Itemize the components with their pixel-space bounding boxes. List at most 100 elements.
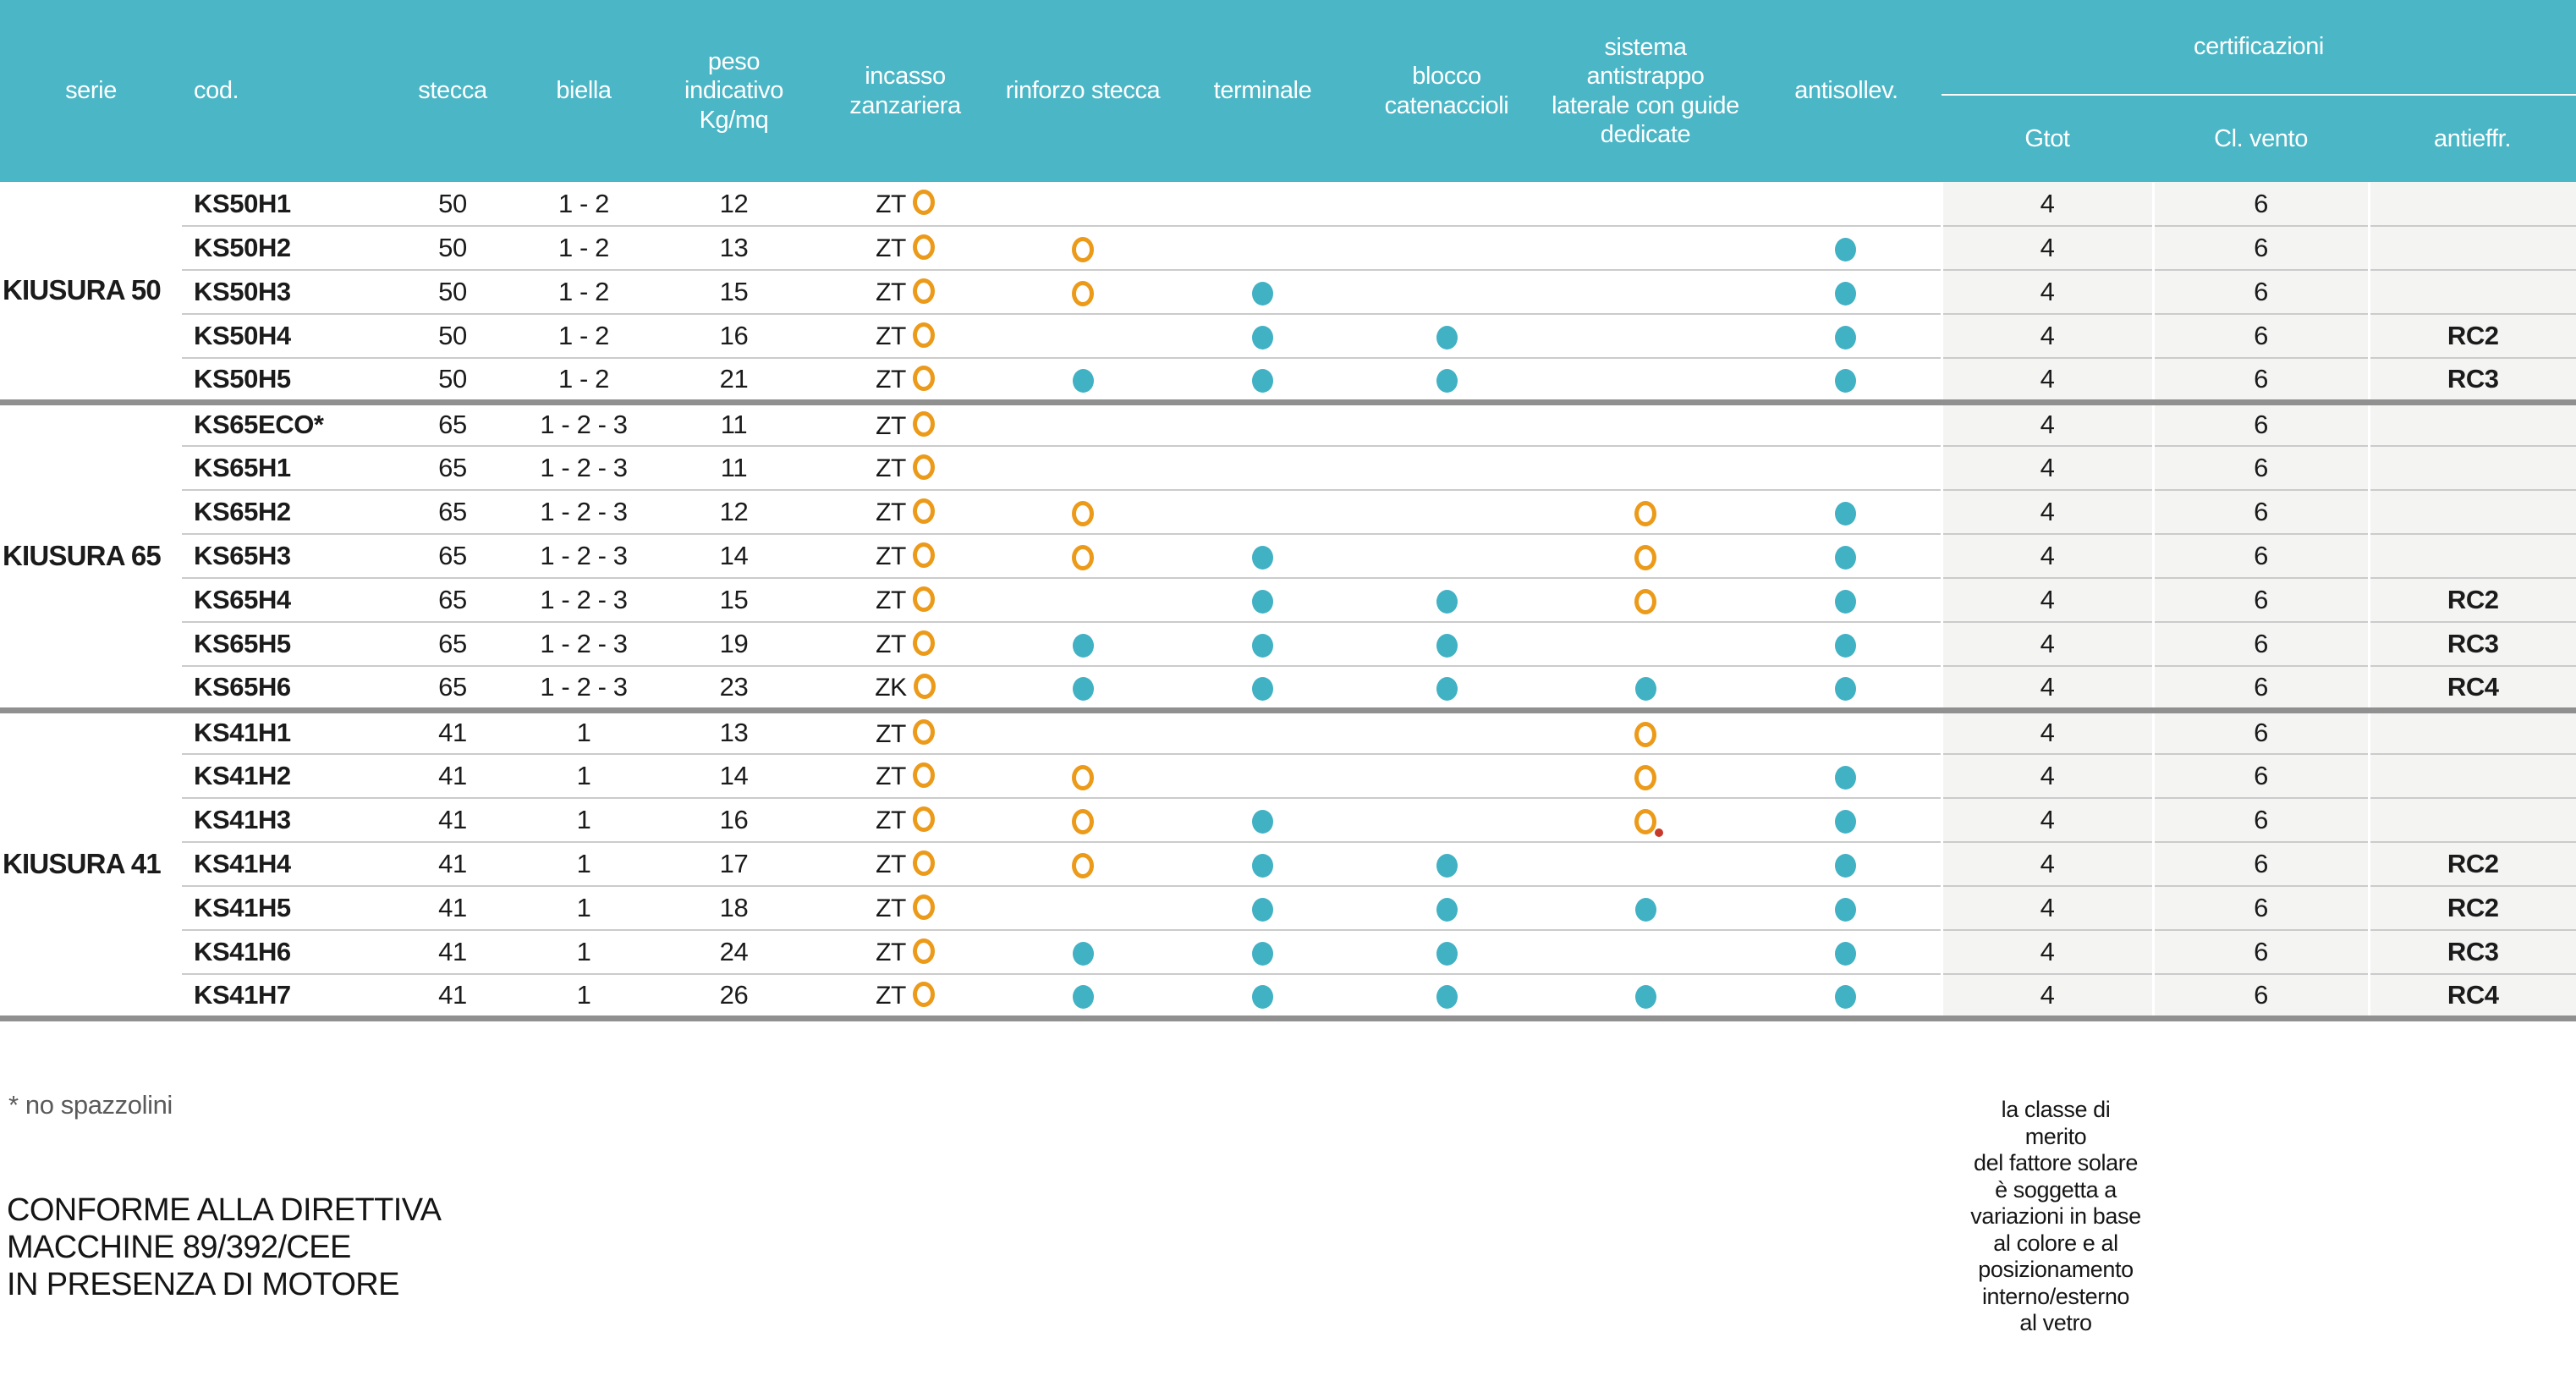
cell-blocco: [1354, 313, 1540, 358]
cell-terminale: [1172, 753, 1354, 798]
incasso-code: ZT: [876, 806, 906, 835]
cell-sistema: [1540, 269, 1751, 314]
cell-peso: 23: [651, 665, 816, 710]
serie-cell: KIUSURA 50: [0, 182, 182, 402]
cell-rinforzo: [994, 929, 1172, 974]
column-header-gtot: Gtot: [1942, 95, 2153, 182]
cell-antisollev: [1751, 577, 1942, 622]
optional-ring: [912, 938, 935, 964]
cell-cl-vento: 6: [2151, 577, 2369, 622]
cell-sistema: [1540, 225, 1751, 270]
optional-ring: [912, 542, 935, 568]
included-dot: [1252, 941, 1273, 966]
cell-peso: 16: [651, 313, 816, 358]
cell-biella: 1: [516, 707, 651, 754]
included-dot: [1835, 853, 1857, 878]
included-dot: [1436, 633, 1458, 658]
column-header-incasso: incasso zanzariera: [816, 0, 994, 182]
included-dot: [1634, 984, 1656, 1009]
cell-biella: 1 - 2: [516, 225, 651, 270]
column-header-terminale: terminale: [1172, 0, 1354, 182]
included-dot: [1252, 281, 1273, 305]
included-dot: [1835, 237, 1857, 261]
cell-biella: 1 - 2: [516, 313, 651, 358]
optional-ring: [1072, 852, 1094, 878]
included-dot: [1252, 589, 1273, 614]
cell-peso: 13: [651, 707, 816, 754]
optional-ring: [912, 411, 935, 438]
cell-gtot: 4: [1940, 841, 2153, 886]
table-row: KIUSURA 50 KS50H1 50 1 - 2 12 ZT 4 6: [0, 182, 2576, 402]
included-dot: [1436, 325, 1458, 350]
cell-cl-vento: 6: [2151, 973, 2369, 1018]
included-dot: [1835, 809, 1857, 834]
cell-stecca: 41: [389, 707, 516, 754]
cell-cod: KS50H2: [182, 225, 389, 270]
cell-peso: 15: [651, 269, 816, 314]
cell-blocco: [1354, 445, 1540, 490]
incasso-code: ZT: [876, 498, 906, 527]
cell-biella: 1: [516, 885, 651, 930]
column-header-peso: peso indicativo Kg/mq: [651, 0, 816, 182]
cell-rinforzo: [994, 489, 1172, 534]
cell-incasso: ZT: [816, 357, 994, 402]
included-dot: [1835, 633, 1857, 658]
cell-antieffr: [2367, 797, 2576, 842]
incasso-code: ZT: [876, 322, 906, 351]
included-dot: [1072, 984, 1094, 1009]
included-dot: [1072, 941, 1094, 966]
cell-blocco: [1354, 707, 1540, 754]
incasso-code: ZT: [876, 762, 906, 791]
cell-gtot: 4: [1940, 577, 2153, 622]
column-header-cod: cod.: [182, 0, 389, 182]
included-dot: [1252, 897, 1273, 922]
cell-gtot: 4: [1940, 973, 2153, 1018]
cell-antieffr: [2367, 533, 2576, 578]
column-header-rinforzo: rinforzo stecca: [994, 0, 1172, 182]
incasso-code: ZT: [876, 938, 906, 967]
cell-cod: KS41H4: [182, 841, 389, 886]
table-row: KS65H4 65 1 - 2 - 3 15 ZT 4 6 RC2: [0, 577, 2576, 622]
cell-blocco: [1354, 753, 1540, 798]
cell-terminale: [1172, 973, 1354, 1018]
cell-sistema: [1540, 577, 1751, 622]
included-dot: [1835, 765, 1857, 790]
cell-terminale: [1172, 269, 1354, 314]
cell-antieffr: [2367, 753, 2576, 798]
table-row: KS65H3 65 1 - 2 - 3 14 ZT 4 6: [0, 533, 2576, 578]
cell-stecca: 65: [389, 665, 516, 710]
incasso-code: ZT: [876, 278, 906, 307]
table-row: KS65H2 65 1 - 2 - 3 12 ZT 4 6: [0, 489, 2576, 534]
cell-antisollev: [1751, 929, 1942, 974]
cell-antieffr: [2367, 707, 2576, 754]
optional-ring: [1634, 544, 1656, 570]
cell-cl-vento: 6: [2151, 269, 2369, 314]
cell-cod: KS50H1: [182, 182, 389, 226]
cell-antisollev: [1751, 753, 1942, 798]
cell-gtot: 4: [1940, 225, 2153, 270]
optional-ring: [1072, 280, 1094, 306]
cell-antieffr: [2367, 225, 2576, 270]
cell-terminale: [1172, 797, 1354, 842]
incasso-code: ZT: [876, 719, 906, 748]
optional-ring: [912, 322, 935, 348]
cell-incasso: ZT: [816, 973, 994, 1018]
table-header: serie cod. stecca biella peso indicativo…: [0, 0, 2576, 182]
cell-biella: 1 - 2 - 3: [516, 621, 651, 666]
cell-gtot: 4: [1940, 445, 2153, 490]
cell-cl-vento: 6: [2151, 399, 2369, 446]
cell-biella: 1: [516, 973, 651, 1018]
included-dot: [1252, 325, 1273, 350]
cell-antisollev: [1751, 357, 1942, 402]
cell-stecca: 41: [389, 841, 516, 886]
cell-incasso: ZT: [816, 269, 994, 314]
cell-gtot: 4: [1940, 929, 2153, 974]
cell-cod: KS50H3: [182, 269, 389, 314]
cell-peso: 13: [651, 225, 816, 270]
cell-gtot: 4: [1940, 313, 2153, 358]
included-dot: [1634, 897, 1656, 922]
table-row: KS41H5 41 1 18 ZT 4 6 RC2: [0, 885, 2576, 930]
cell-cl-vento: 6: [2151, 797, 2369, 842]
cell-terminale: [1172, 489, 1354, 534]
optional-ring: [1634, 588, 1656, 614]
